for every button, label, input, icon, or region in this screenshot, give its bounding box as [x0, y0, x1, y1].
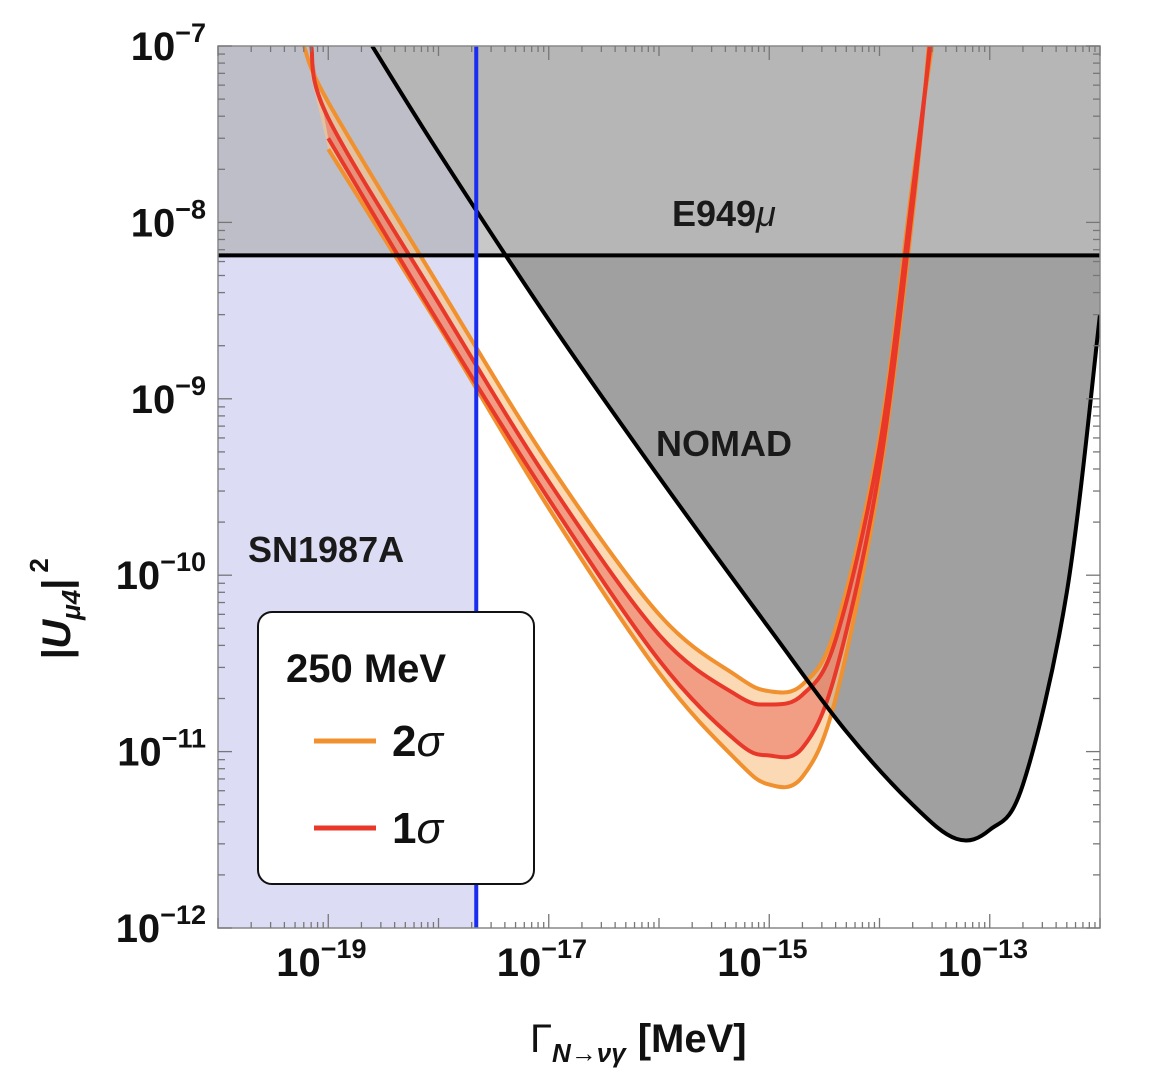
legend-label-2sigma-num: 2: [392, 717, 416, 766]
y-tick-label-exp: −8: [175, 194, 206, 224]
y-axis-label-sup: 2: [24, 558, 54, 572]
y-tick-label-base: 10: [131, 201, 176, 245]
e949-label: E949μ: [672, 193, 776, 234]
x-tick-label-exp: −13: [982, 934, 1028, 964]
e949-label-mu: μ: [755, 193, 776, 234]
x-axis-label-main: Γ: [530, 1017, 552, 1061]
y-tick-label: 10−8: [131, 194, 206, 245]
y-axis-label-close: |: [35, 579, 79, 590]
x-tick-label: 10−19: [276, 934, 366, 985]
sn1987a-label: SN1987A: [248, 529, 404, 570]
y-tick-label-base: 10: [117, 731, 162, 775]
y-tick-label-exp: −10: [160, 547, 206, 577]
y-tick-label-exp: −7: [175, 18, 206, 48]
y-axis-label-sub: μ4: [56, 589, 86, 621]
x-tick-label-base: 10: [717, 941, 762, 985]
x-tick-label-base: 10: [276, 941, 321, 985]
y-axis-label: |Uμ4| 2: [24, 558, 86, 660]
y-axis-label-main: |U: [35, 619, 79, 660]
y-tick-label: 10−7: [131, 18, 206, 69]
y-tick-label-base: 10: [116, 907, 161, 951]
x-axis-label-sub: N→νγ: [552, 1038, 627, 1068]
legend-label-1sigma-sym: σ: [416, 804, 444, 853]
x-tick-label: 10−15: [717, 934, 807, 985]
y-tick-label: 10−12: [116, 900, 206, 951]
y-tick-label-exp: −12: [160, 900, 206, 930]
legend-title: 250 MeV: [286, 647, 446, 691]
x-tick-label-base: 10: [938, 941, 983, 985]
legend-label-2sigma: 2σ: [392, 717, 444, 766]
nomad-boundary-line: [370, 46, 1100, 843]
y-tick-label: 10−11: [117, 724, 206, 775]
legend: 250 MeV 2σ 1σ: [257, 611, 535, 885]
x-axis-label: ΓN→νγ [MeV]: [530, 1017, 747, 1068]
y-tick-label-exp: −9: [175, 371, 206, 401]
e949-region-overlay: [218, 46, 1100, 256]
nomad-label: NOMAD: [656, 423, 792, 464]
legend-label-2sigma-sym: σ: [416, 717, 444, 766]
x-tick-label-base: 10: [497, 941, 542, 985]
legend-box: [257, 611, 535, 885]
y-tick-label-exp: −11: [162, 724, 206, 754]
x-tick-label-exp: −19: [321, 934, 367, 964]
y-tick-label: 10−10: [116, 547, 206, 598]
x-tick-label: 10−13: [938, 934, 1028, 985]
y-tick-label-base: 10: [116, 554, 161, 598]
e949-label-text: E949: [672, 193, 756, 234]
y-tick-label: 10−9: [131, 371, 206, 422]
y-tick-label-base: 10: [131, 25, 176, 69]
curve-1sigma-upper: [309, 46, 933, 707]
x-tick-label-exp: −15: [762, 934, 808, 964]
legend-label-1sigma: 1σ: [392, 804, 444, 853]
legend-label-1sigma-num: 1: [392, 804, 416, 853]
x-tick-label: 10−17: [497, 934, 587, 985]
y-tick-label-base: 10: [131, 378, 176, 422]
x-axis-label-unit: [MeV]: [638, 1017, 747, 1061]
curve-1sigma-lower: [326, 46, 932, 760]
x-tick-label-exp: −17: [541, 934, 587, 964]
